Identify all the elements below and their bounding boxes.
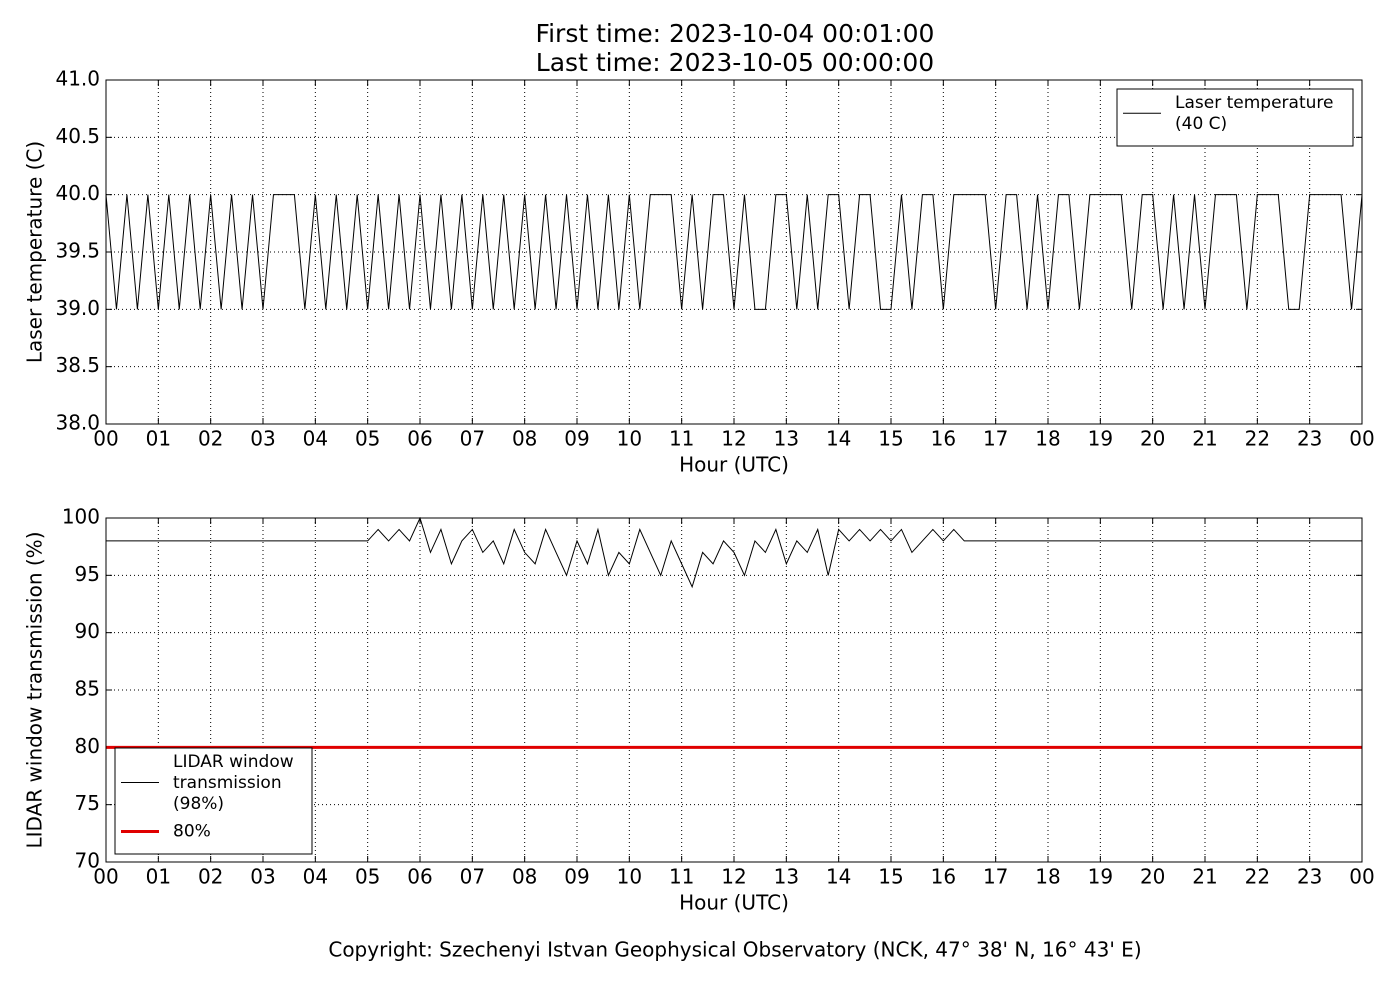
x-tick-label: 04 xyxy=(303,427,328,451)
x-tick-label: 15 xyxy=(878,865,903,889)
x-tick-label: 17 xyxy=(983,427,1008,451)
x-tick-label: 19 xyxy=(1088,865,1113,889)
legend-label: 80% xyxy=(173,822,211,842)
x-tick-label: 10 xyxy=(617,427,642,451)
x-tick-label: 16 xyxy=(931,865,956,889)
x-axis-label: Hour (UTC) xyxy=(679,453,789,477)
y-tick-label: 90 xyxy=(75,619,100,643)
x-tick-label: 18 xyxy=(1035,865,1060,889)
x-tick-label: 22 xyxy=(1245,427,1270,451)
plot-frame xyxy=(105,517,1363,863)
x-tick-label: 23 xyxy=(1297,427,1322,451)
x-tick-label: 02 xyxy=(198,427,223,451)
y-tick-label: 39.5 xyxy=(55,239,100,263)
x-tick-label: 08 xyxy=(512,427,537,451)
x-tick-label: 17 xyxy=(983,865,1008,889)
y-tick-label: 100 xyxy=(62,505,100,529)
x-tick-label: 20 xyxy=(1140,427,1165,451)
y-axis-label: LIDAR window transmission (%) xyxy=(23,532,47,849)
y-tick-label: 75 xyxy=(75,791,100,815)
y-tick-label: 85 xyxy=(75,677,100,701)
x-tick-label: 13 xyxy=(774,865,799,889)
legend-box xyxy=(1116,88,1354,147)
x-tick-label: 03 xyxy=(250,427,275,451)
plot-frame xyxy=(105,79,1363,425)
footer: Copyright: Szechenyi Istvan Geophysical … xyxy=(328,938,1141,962)
x-tick-label: 00 xyxy=(1349,865,1374,889)
data-line xyxy=(106,517,1362,589)
y-tick-label: 40.0 xyxy=(55,181,100,205)
x-tick-label: 19 xyxy=(1088,427,1113,451)
x-tick-label: 21 xyxy=(1192,427,1217,451)
y-tick-label: 38.5 xyxy=(55,353,100,377)
x-tick-label: 00 xyxy=(1349,427,1374,451)
x-tick-label: 07 xyxy=(460,427,485,451)
x-tick-label: 02 xyxy=(198,865,223,889)
x-tick-label: 09 xyxy=(564,427,589,451)
x-tick-label: 14 xyxy=(826,427,851,451)
chart-title: First time: 2023-10-04 00:01:00 xyxy=(536,19,935,48)
x-tick-label: 15 xyxy=(878,427,903,451)
x-tick-label: 14 xyxy=(826,865,851,889)
x-tick-label: 03 xyxy=(250,865,275,889)
x-tick-label: 18 xyxy=(1035,427,1060,451)
legend-label: Laser temperature (40 C) xyxy=(1175,93,1333,134)
x-tick-label: 06 xyxy=(407,427,432,451)
legend-label: LIDAR window transmission (98%) xyxy=(173,752,294,814)
x-tick-label: 22 xyxy=(1245,865,1270,889)
x-tick-label: 21 xyxy=(1192,865,1217,889)
x-tick-label: 05 xyxy=(355,427,380,451)
y-tick-label: 41.0 xyxy=(55,67,100,91)
x-tick-label: 12 xyxy=(721,427,746,451)
legend-box xyxy=(114,747,313,855)
x-tick-label: 09 xyxy=(564,865,589,889)
chart-subtitle: Last time: 2023-10-05 00:00:00 xyxy=(536,48,934,77)
x-tick-label: 23 xyxy=(1297,865,1322,889)
x-tick-label: 08 xyxy=(512,865,537,889)
y-tick-label: 39.0 xyxy=(55,296,100,320)
x-tick-label: 07 xyxy=(460,865,485,889)
x-tick-label: 13 xyxy=(774,427,799,451)
y-tick-label: 38.0 xyxy=(55,411,100,435)
x-tick-label: 11 xyxy=(669,865,694,889)
x-tick-label: 04 xyxy=(303,865,328,889)
x-tick-label: 11 xyxy=(669,427,694,451)
x-tick-label: 10 xyxy=(617,865,642,889)
x-tick-label: 06 xyxy=(407,865,432,889)
x-tick-label: 00 xyxy=(93,427,118,451)
x-axis-label: Hour (UTC) xyxy=(679,891,789,915)
data-line xyxy=(106,194,1362,310)
y-tick-label: 80 xyxy=(75,734,100,758)
x-tick-label: 01 xyxy=(146,427,171,451)
y-tick-label: 70 xyxy=(75,849,100,873)
x-tick-label: 12 xyxy=(721,865,746,889)
x-tick-label: 16 xyxy=(931,427,956,451)
x-tick-label: 01 xyxy=(146,865,171,889)
x-tick-label: 00 xyxy=(93,865,118,889)
y-tick-label: 95 xyxy=(75,562,100,586)
y-axis-label: Laser temperature (C) xyxy=(23,141,47,363)
x-tick-label: 05 xyxy=(355,865,380,889)
x-tick-label: 20 xyxy=(1140,865,1165,889)
y-tick-label: 40.5 xyxy=(55,124,100,148)
